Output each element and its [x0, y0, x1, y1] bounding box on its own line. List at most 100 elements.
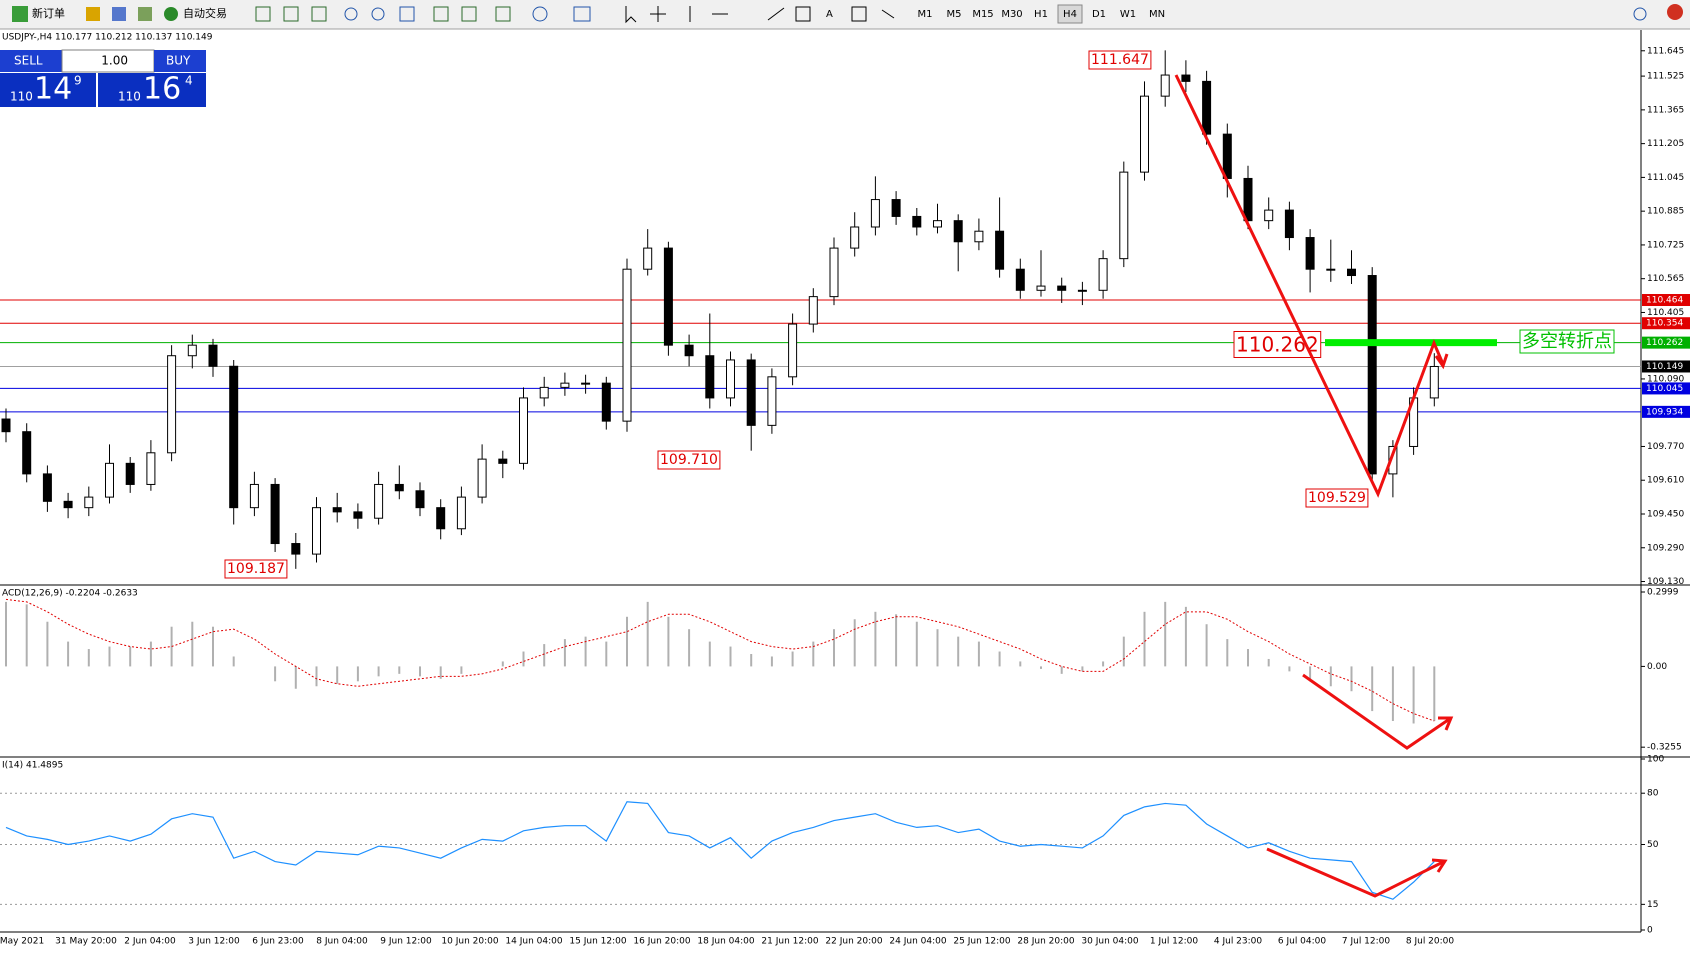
y-tick-label: 0.00 [1647, 662, 1667, 672]
tool-icon[interactable] [255, 6, 271, 22]
arrowhead [1438, 716, 1454, 731]
candle-body [684, 344, 694, 357]
sell-label[interactable]: SELL [14, 54, 43, 68]
x-tick-label: 25 Jun 12:00 [953, 937, 1010, 947]
zoom-in[interactable] [344, 7, 358, 21]
candle-body [1429, 365, 1439, 399]
panels [0, 30, 1690, 933]
x-tick-label: 2 Jun 04:00 [124, 937, 176, 947]
new-order-button[interactable]: 新订单 [32, 6, 65, 20]
timeframe-button[interactable]: H1 [1034, 9, 1048, 20]
trendline[interactable] [767, 7, 785, 21]
periods[interactable] [532, 6, 548, 22]
candle-body [1077, 289, 1087, 292]
buy-button[interactable] [154, 50, 206, 72]
candle-body [539, 386, 549, 399]
new-order-icon[interactable] [12, 6, 28, 22]
price-tag [1642, 360, 1690, 373]
crosshair[interactable] [650, 6, 666, 22]
candle-body [1305, 237, 1315, 270]
tool-icon[interactable] [283, 6, 299, 22]
buy-price-main: 16 [143, 72, 181, 107]
candle-body [870, 199, 880, 228]
sell-price-main: 14 [34, 72, 72, 107]
active-timeframe [1057, 4, 1083, 24]
y-tick-label: 110.885 [1647, 207, 1684, 217]
candle-body [291, 543, 301, 555]
search[interactable] [1633, 7, 1647, 21]
candle-body [1367, 275, 1377, 475]
arrowhead [1434, 353, 1449, 370]
y-tick-label: 109.450 [1647, 509, 1684, 519]
cursor[interactable] [625, 6, 637, 24]
annotation: 109.529 [1308, 490, 1366, 506]
arrow [1266, 847, 1446, 898]
x-tick-label: 8 Jun 04:00 [316, 937, 368, 947]
label-tool[interactable] [851, 6, 867, 22]
fibo[interactable] [795, 6, 811, 22]
text-tool[interactable]: A [826, 9, 833, 20]
candle-body [746, 359, 756, 426]
y-tick-label: 100 [1647, 755, 1664, 765]
y-tick-label: 15 [1647, 900, 1658, 910]
timeframes: M1 M5 M15 M30 H1 H4 D1 W1 MN [918, 4, 1165, 24]
annotation: 109.187 [227, 561, 285, 577]
buy-label[interactable]: BUY [166, 54, 191, 68]
y-tick-label: 109.770 [1647, 442, 1684, 452]
timeframe-button[interactable]: W1 [1120, 9, 1136, 20]
candle-body [270, 483, 280, 545]
indicators[interactable] [495, 6, 511, 22]
plot-area: May 2021 31 May 20:00 2 Jun 04:00 3 Jun 12:… [0, 33, 1690, 947]
arrow [1302, 673, 1452, 750]
tool-icon[interactable] [433, 6, 449, 22]
timeframe-button[interactable]: M1 [918, 9, 933, 20]
tool-icon[interactable] [461, 6, 477, 22]
auto-trade-button[interactable]: 自动交易 [183, 6, 227, 20]
auto-trade-icon[interactable] [164, 7, 178, 21]
zoom-out[interactable] [371, 7, 385, 21]
candle-body [891, 199, 901, 217]
candle-body [1202, 80, 1212, 135]
tool-icon[interactable] [138, 7, 152, 21]
candle-body [1036, 285, 1046, 291]
tool-icon[interactable] [86, 7, 100, 21]
candle-body [84, 496, 94, 509]
buy-price[interactable] [98, 73, 206, 107]
templates[interactable] [573, 6, 591, 22]
tile[interactable] [399, 6, 415, 22]
x-tick-label: 6 Jun 23:00 [252, 937, 304, 947]
timeframe-button[interactable]: M5 [947, 9, 962, 20]
timeframe-button[interactable]: MN [1149, 9, 1165, 20]
y-tick-label: 110.405 [1647, 308, 1684, 318]
tool-icon[interactable] [112, 7, 126, 21]
x-tick-label: May 2021 [0, 937, 44, 947]
x-tick-label: 28 Jun 20:00 [1017, 937, 1074, 947]
annotation: 109.710 [660, 452, 718, 468]
lot-value[interactable]: 1.00 [101, 54, 128, 68]
tool-icon[interactable] [311, 6, 327, 22]
candle-body [1222, 133, 1232, 179]
timeframe-button[interactable]: D1 [1092, 9, 1106, 20]
y-tick-label: 111.645 [1647, 46, 1684, 56]
candle-body [1264, 209, 1274, 222]
price-tag [1642, 405, 1690, 418]
candle-body [125, 462, 135, 485]
timeframe-button[interactable]: M30 [1001, 9, 1022, 20]
candle-body [229, 365, 239, 509]
annotation-box [224, 559, 288, 579]
sell-button[interactable] [0, 50, 62, 72]
notifications[interactable] [1667, 4, 1683, 20]
timeframe-button[interactable]: H4 [1063, 9, 1077, 20]
sell-price[interactable] [0, 73, 96, 107]
price-tag-label: 109.934 [1646, 407, 1683, 417]
arrows-tool[interactable] [881, 9, 895, 19]
x-tick-label: 8 Jul 20:00 [1406, 937, 1455, 947]
candle-body [829, 247, 839, 298]
candle-body [581, 382, 591, 385]
candle-body [1243, 177, 1253, 222]
annotation: 111.647 [1091, 52, 1149, 68]
candle-body [436, 507, 446, 530]
x-tick-label: 3 Jun 12:00 [188, 937, 240, 947]
timeframe-button[interactable]: M15 [972, 9, 993, 20]
